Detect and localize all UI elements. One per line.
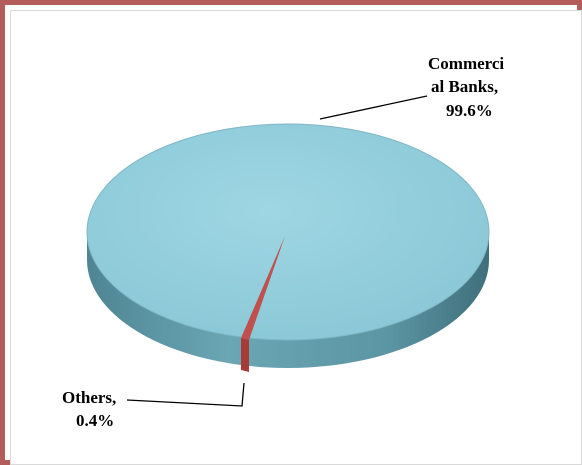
pie-slice-others [241, 236, 285, 340]
pie-slice-commercial-banks [86, 123, 490, 341]
label-line: Commerci [428, 54, 504, 73]
label-line: al Banks, [431, 77, 498, 96]
data-label-commercial-banks: Commerci al Banks, 99.6% [428, 54, 508, 120]
data-label-others: Others, 0.4% [62, 388, 121, 430]
pie-slice-others-side [241, 338, 249, 372]
leader-line-others [126, 382, 245, 407]
pie-slice-commercial-banks-side [87, 232, 489, 368]
label-line: 0.4% [76, 411, 114, 430]
label-line: 99.6% [446, 101, 493, 120]
label-line: Others, [62, 388, 116, 407]
leader-line-commercial-banks [319, 95, 428, 120]
